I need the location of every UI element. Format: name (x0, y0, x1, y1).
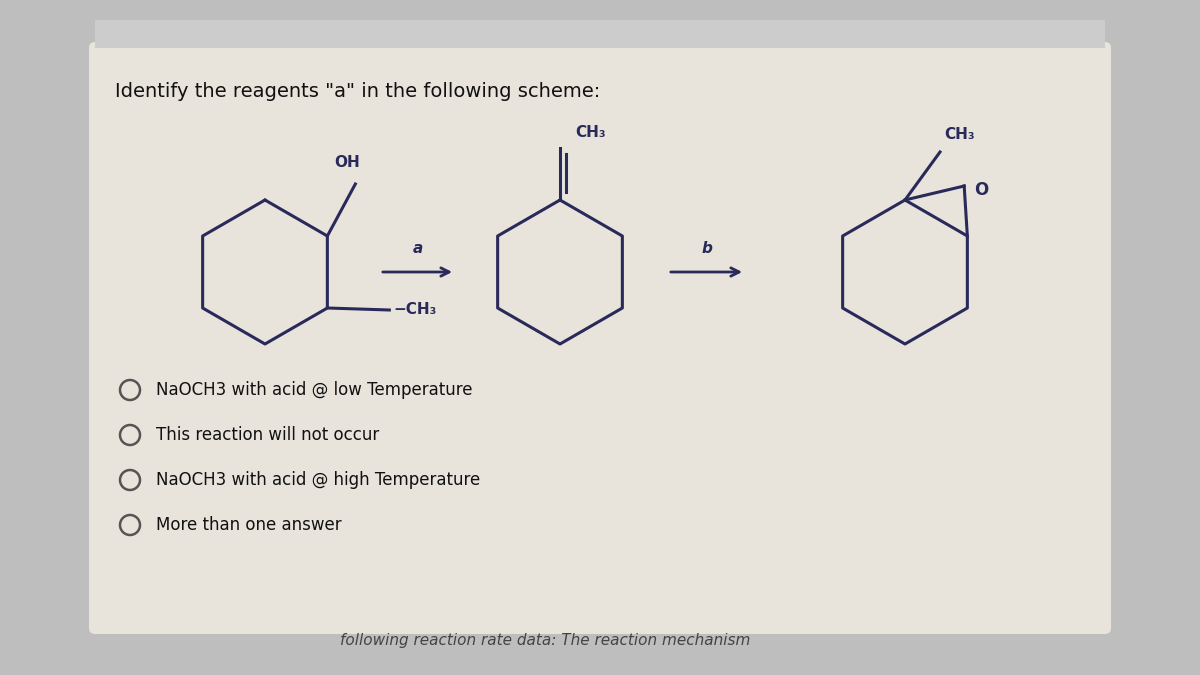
Text: NaOCH3 with acid @ high Temperature: NaOCH3 with acid @ high Temperature (156, 471, 480, 489)
Text: b: b (701, 241, 712, 256)
Bar (95, 20, 1105, 48)
Text: a: a (413, 241, 422, 256)
Text: O: O (974, 181, 989, 199)
Text: OH: OH (335, 155, 360, 170)
Text: following reaction rate data: The reaction mechanism: following reaction rate data: The reacti… (340, 633, 750, 648)
Text: −CH₃: −CH₃ (394, 302, 437, 317)
FancyBboxPatch shape (89, 42, 1111, 634)
Text: CH₃: CH₃ (575, 125, 606, 140)
Text: More than one answer: More than one answer (156, 516, 342, 534)
Text: Identify the reagents "a" in the following scheme:: Identify the reagents "a" in the followi… (115, 82, 600, 101)
Text: This reaction will not occur: This reaction will not occur (156, 426, 379, 444)
Text: CH₃: CH₃ (944, 127, 974, 142)
Text: NaOCH3 with acid @ low Temperature: NaOCH3 with acid @ low Temperature (156, 381, 473, 399)
